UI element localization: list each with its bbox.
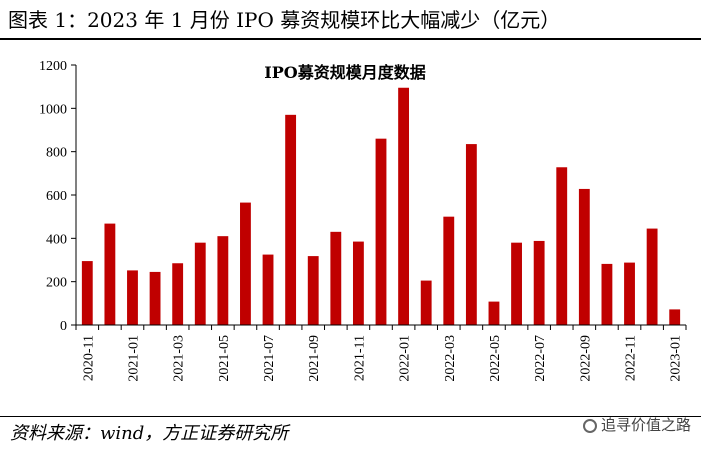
bar [511, 242, 522, 325]
x-tick-label: 2023-01 [669, 335, 684, 382]
bar [172, 263, 184, 325]
bar [601, 263, 613, 325]
x-tick-label: 2021-11 [352, 335, 367, 381]
y-tick-label: 1000 [39, 102, 67, 117]
bar [398, 87, 410, 325]
bar [307, 256, 319, 325]
watermark: 追寻价值之路 [582, 412, 691, 438]
wechat-icon [582, 418, 597, 433]
bar [240, 202, 251, 325]
bar [262, 254, 274, 325]
y-tick-label: 0 [60, 319, 67, 334]
x-tick-label: 2022-11 [624, 335, 639, 381]
y-tick-label: 1200 [39, 59, 67, 74]
bar [443, 216, 455, 325]
bar [375, 138, 387, 325]
bar [669, 309, 681, 325]
x-tick-label: 2021-09 [307, 335, 322, 382]
chart-title: IPO募资规模月度数据 [264, 63, 425, 82]
title-divider [0, 38, 701, 40]
bar [330, 231, 342, 325]
x-tick-label: 2021-07 [262, 335, 277, 382]
figure-title: 图表 1：2023 年 1 月份 IPO 募资规模环比大幅减少（亿元） [8, 8, 561, 32]
y-tick-label: 600 [46, 189, 67, 204]
bar [217, 236, 229, 325]
bar [81, 261, 93, 325]
bar-series [81, 87, 681, 325]
bar [127, 270, 138, 325]
bar [646, 228, 658, 325]
y-tick-label: 800 [46, 146, 67, 161]
bar [624, 262, 635, 325]
y-axis: 0 200 400 600 800 1000 1200 [39, 59, 77, 334]
x-tick-label: 2022-03 [443, 335, 458, 382]
source-note: 资料来源：wind，方正证券研究所 [10, 423, 289, 444]
bar [194, 242, 206, 325]
x-tick-label: 2022-05 [488, 335, 503, 382]
x-tick-label: 2020-11 [81, 335, 96, 381]
bar [352, 241, 364, 325]
bar [488, 301, 500, 325]
y-tick-label: 200 [46, 276, 67, 291]
x-tick-label: 2022-07 [533, 335, 548, 382]
x-tick-label: 2022-09 [578, 335, 593, 382]
y-tick-label: 400 [46, 232, 67, 247]
bar [285, 114, 297, 325]
bar [556, 167, 568, 325]
x-tick-label: 2021-05 [217, 335, 232, 382]
x-axis: 2020-11 2021-01 2021-03 2021-05 2021-07 2021-… [75, 324, 687, 382]
bar [104, 223, 116, 325]
watermark-text: 追寻价值之路 [600, 416, 691, 434]
x-tick-label: 2021-01 [126, 335, 141, 382]
x-tick-label: 2022-01 [398, 335, 413, 382]
bar [465, 144, 477, 325]
bar [533, 240, 545, 325]
bar [149, 271, 161, 325]
bar [578, 188, 590, 325]
bar [420, 280, 432, 325]
bar-chart: IPO募资规模月度数据 0 200 400 600 800 1000 1200 2020-1… [39, 59, 687, 382]
footer-divider [0, 416, 701, 417]
x-tick-label: 2021-03 [172, 335, 187, 382]
